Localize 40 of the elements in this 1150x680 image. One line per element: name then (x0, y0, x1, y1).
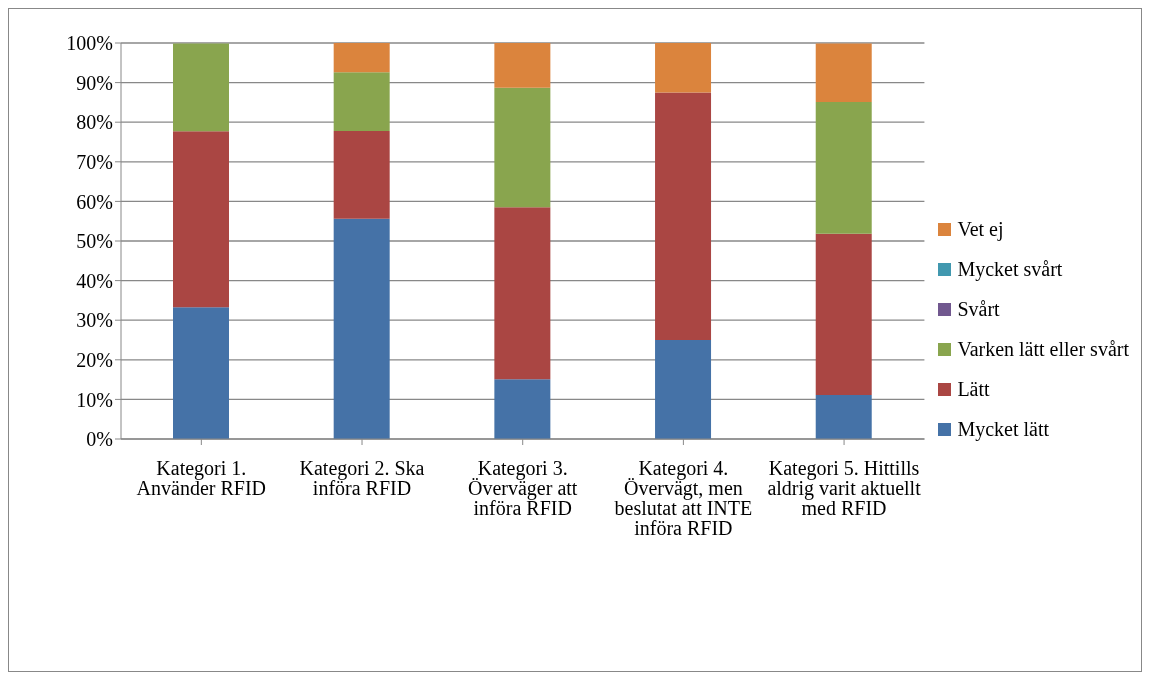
legend-label: Varken lätt eller svårt (957, 337, 1129, 361)
bar (815, 395, 872, 439)
y-tick-label: 90% (76, 71, 113, 94)
y-tick-label: 70% (76, 150, 113, 173)
bar (173, 43, 229, 132)
x-tick-label: Kategori 4. Övervägt, men beslutat att INTE införa RFID (614, 457, 753, 540)
y-tick-label: 100% (66, 32, 113, 55)
legend-label: Mycket svårt (957, 257, 1063, 281)
bar (494, 207, 551, 380)
bar (333, 218, 390, 439)
bar (173, 131, 229, 308)
bar (333, 72, 390, 131)
bar (494, 87, 551, 208)
legend-label: Mycket lätt (957, 417, 1050, 441)
y-tick-label: 0% (86, 428, 113, 451)
bar (494, 379, 551, 439)
bar (333, 130, 390, 219)
y-tick-label: 80% (76, 111, 113, 134)
bar (655, 340, 712, 439)
x-tick-label: Kategori 2. Ska införa RFID (299, 457, 425, 500)
bar (333, 43, 390, 73)
y-tick-label: 20% (76, 348, 113, 371)
bar (815, 102, 872, 234)
y-tick-label: 60% (76, 190, 113, 213)
x-tick-label: Kategori 1. Använder RFID (136, 457, 267, 500)
bar (815, 233, 872, 396)
bar (655, 43, 712, 93)
y-tick-label: 40% (76, 269, 113, 292)
legend-label: Vet ej (957, 217, 1004, 241)
y-tick-label: 50% (76, 230, 113, 253)
bar (494, 43, 551, 88)
y-tick-label: 10% (76, 388, 113, 411)
y-tick-label: 30% (76, 309, 113, 332)
x-tick-label: Kategori 5. Hittills aldrig varit aktuellt med RFID (767, 457, 922, 520)
legend-label: Lätt (957, 377, 990, 401)
bar (173, 307, 229, 439)
bar (815, 43, 872, 102)
bar (655, 92, 712, 340)
legend-label: Svårt (957, 297, 1000, 321)
x-tick-label: Kategori 3. Överväger att införa RFID (468, 457, 578, 520)
